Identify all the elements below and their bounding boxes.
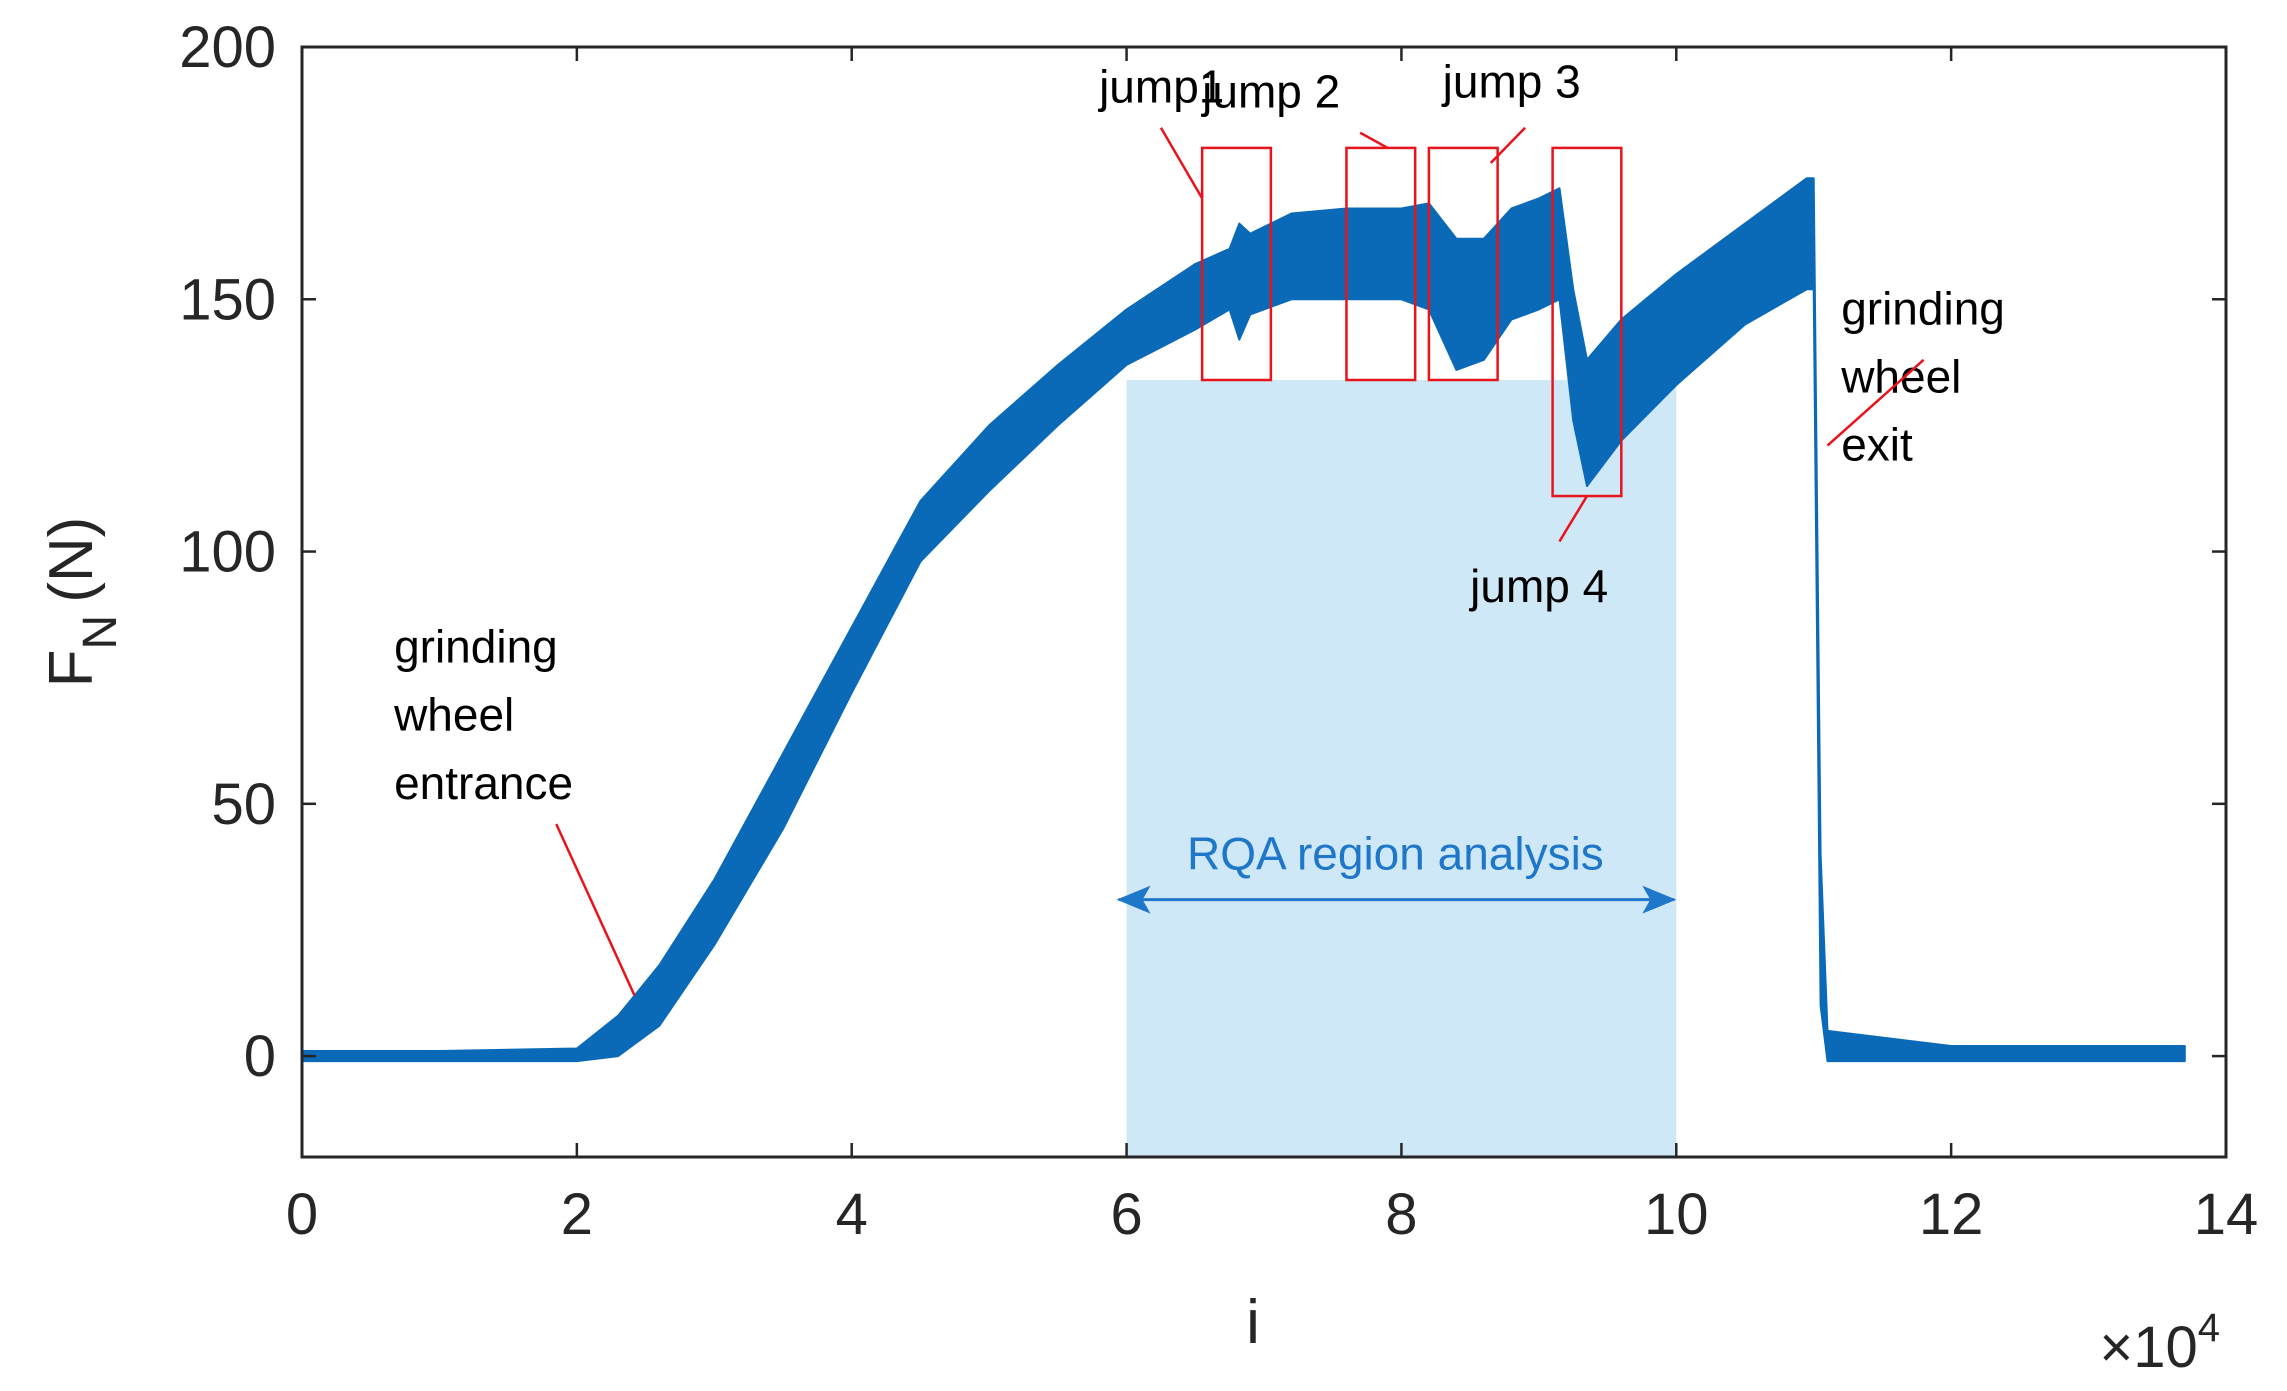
- jump-label-1: jump1: [1097, 61, 1224, 113]
- annotation-leader-2: [1826, 358, 1925, 447]
- annotations-layer: RQA region analysis grinding wheel entrance…: [393, 283, 2005, 997]
- rqa-arrow-left-head: [1116, 885, 1151, 914]
- jump-leader-3: [1489, 126, 1527, 164]
- jump-label-2: jump 2: [1200, 66, 1340, 118]
- x-axis: 0 2 4 6 8 10 12 14: [286, 47, 2258, 1247]
- y-label-main: F: [37, 649, 106, 687]
- annotation-2-line-1: grinding: [1841, 283, 2005, 335]
- plot-frame: [300, 45, 2228, 1159]
- rqa-label: RQA region analysis: [1187, 828, 1604, 880]
- annotation-1-line-1: grinding: [394, 621, 558, 673]
- x-axis-exponent: ×104: [2099, 1306, 2220, 1380]
- jump-leader-2: [1359, 131, 1389, 150]
- x-tick-label: 12: [1919, 1182, 1984, 1247]
- jump-leader-1: [1159, 127, 1204, 199]
- y-label-sub: N: [74, 615, 127, 650]
- y-tick-label: 100: [179, 520, 276, 585]
- rqa-arrow-right-head: [1642, 885, 1677, 914]
- jump-label-4: jump 4: [1468, 560, 1608, 612]
- y-axis-label: FN (N): [37, 517, 127, 688]
- x-exponent-power: 4: [2198, 1306, 2220, 1350]
- x-axis-label: i: [1246, 1288, 1260, 1357]
- x-tick-label: 4: [836, 1182, 868, 1247]
- x-exponent-base: ×10: [2099, 1315, 2197, 1380]
- y-tick-label: 0: [244, 1024, 276, 1089]
- jump-box-2: [1345, 146, 1417, 382]
- rqa-region-layer: [1126, 380, 1677, 1157]
- y-tick-label: 200: [179, 15, 276, 80]
- data-series-layer: [301, 177, 2186, 1063]
- x-tick-label: 10: [1644, 1182, 1709, 1247]
- annotation-2-line-2: wheel: [1840, 351, 1961, 403]
- x-tick-label: 14: [2194, 1182, 2259, 1247]
- annotation-1-line-2: wheel: [393, 689, 514, 741]
- jump-leader-4: [1558, 495, 1589, 543]
- jump-box-3: [1427, 146, 1499, 382]
- y-tick-label: 150: [179, 267, 276, 332]
- annotation-1-line-3: entrance: [394, 757, 573, 809]
- rqa-region-rect: [1126, 380, 1677, 1157]
- annotation-2-line-3: exit: [1841, 419, 1913, 471]
- y-axis: 0 50 100 150 200: [179, 15, 2226, 1089]
- y-tick-label: 50: [211, 772, 276, 837]
- jump-label-3: jump 3: [1441, 55, 1581, 107]
- y-label-unit: (N): [37, 517, 106, 603]
- jump-box-1: [1200, 146, 1273, 382]
- series-band-F_N: [301, 177, 2186, 1063]
- annotation-leader-1: [555, 823, 636, 997]
- x-tick-label: 2: [561, 1182, 593, 1247]
- x-tick-label: 6: [1110, 1182, 1142, 1247]
- x-tick-label: 0: [286, 1182, 318, 1247]
- x-tick-label: 8: [1385, 1182, 1417, 1247]
